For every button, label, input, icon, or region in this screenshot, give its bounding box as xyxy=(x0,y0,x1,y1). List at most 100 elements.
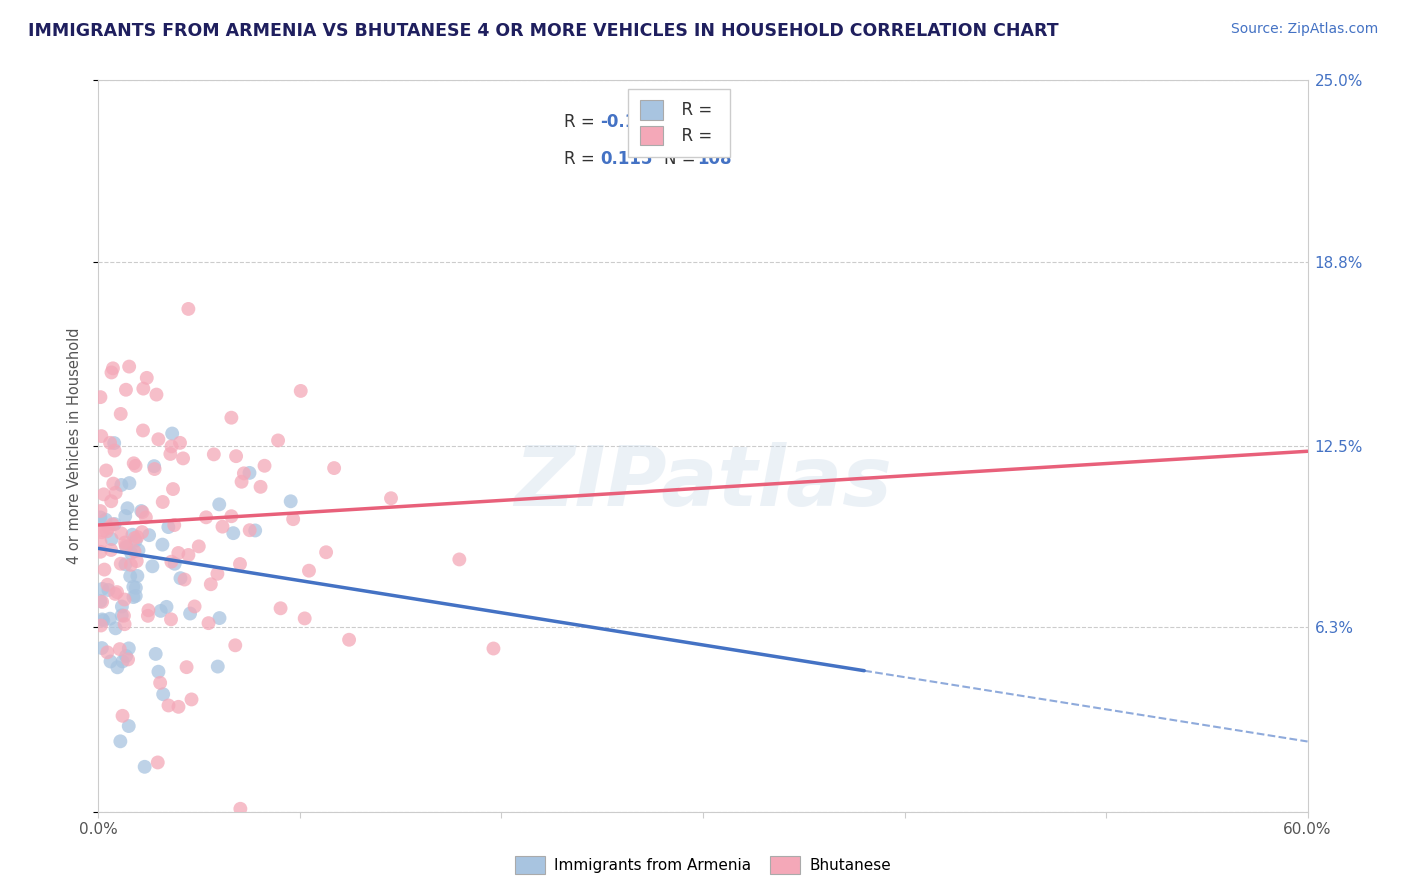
Point xyxy=(114,592,136,607)
Point xyxy=(118,476,141,491)
Point xyxy=(96,645,118,659)
Point xyxy=(160,426,183,441)
Point xyxy=(120,569,142,583)
Point xyxy=(315,545,337,559)
Text: N =: N = xyxy=(664,113,702,131)
Point xyxy=(103,476,125,491)
Text: R =: R = xyxy=(564,113,600,131)
Point xyxy=(176,660,198,674)
Point xyxy=(138,528,160,542)
Point xyxy=(167,546,190,560)
Point xyxy=(127,530,149,544)
Point xyxy=(124,458,146,473)
Point xyxy=(152,495,174,509)
Point xyxy=(160,612,183,626)
Point xyxy=(125,581,148,595)
Point xyxy=(143,462,166,476)
Point xyxy=(155,599,177,614)
Point xyxy=(323,461,346,475)
Point xyxy=(118,359,141,374)
Point xyxy=(187,540,209,554)
Point xyxy=(104,516,127,531)
Point xyxy=(114,617,136,632)
Point xyxy=(108,642,131,657)
Point xyxy=(143,459,166,474)
Point xyxy=(90,618,112,632)
Point xyxy=(110,734,132,748)
Point xyxy=(122,580,145,594)
Point xyxy=(221,509,243,524)
Point xyxy=(163,518,186,533)
Point xyxy=(207,659,229,673)
Text: ZIPatlas: ZIPatlas xyxy=(515,442,891,523)
Point xyxy=(294,611,316,625)
Point xyxy=(100,366,122,380)
Point xyxy=(115,383,138,397)
Point xyxy=(111,599,134,614)
Point xyxy=(239,523,262,537)
Point xyxy=(100,543,122,558)
Point xyxy=(120,558,142,572)
Point xyxy=(127,569,149,583)
Point xyxy=(110,407,132,421)
Point xyxy=(104,485,127,500)
Point xyxy=(283,512,305,526)
Point xyxy=(160,439,183,453)
Point xyxy=(145,387,167,401)
Point xyxy=(114,558,136,572)
Point xyxy=(131,505,153,519)
Point xyxy=(149,604,172,618)
Point xyxy=(195,510,218,524)
Point xyxy=(267,434,290,448)
Point xyxy=(180,692,202,706)
Point xyxy=(112,608,135,623)
Point xyxy=(105,585,128,599)
Point xyxy=(120,546,142,560)
Point xyxy=(222,526,245,541)
Point xyxy=(122,456,145,470)
Point xyxy=(90,429,112,443)
Point xyxy=(98,612,121,626)
Point xyxy=(449,552,471,566)
Point xyxy=(101,517,124,532)
Point xyxy=(115,540,138,554)
Point xyxy=(93,563,115,577)
Point xyxy=(148,432,170,446)
Point xyxy=(96,463,118,477)
Point xyxy=(89,535,111,549)
Point xyxy=(111,654,134,668)
Point xyxy=(169,571,191,585)
Point xyxy=(243,524,266,538)
Point xyxy=(167,699,190,714)
Point xyxy=(207,566,229,581)
Point xyxy=(229,802,252,816)
Point xyxy=(208,497,231,511)
Legend: Immigrants from Armenia, Bhutanese: Immigrants from Armenia, Bhutanese xyxy=(509,850,897,880)
Point xyxy=(138,603,160,617)
Point xyxy=(135,371,157,385)
Point xyxy=(202,447,225,461)
Point xyxy=(224,638,246,652)
Point xyxy=(152,687,174,701)
Point xyxy=(89,545,111,559)
Point xyxy=(118,641,141,656)
Point xyxy=(121,527,143,541)
Point xyxy=(89,594,111,608)
Point xyxy=(179,607,201,621)
Point xyxy=(132,382,155,396)
Point xyxy=(159,447,181,461)
Point xyxy=(100,532,122,546)
Text: 61: 61 xyxy=(697,113,720,131)
Point xyxy=(136,608,159,623)
Point xyxy=(152,538,174,552)
Point xyxy=(183,599,205,614)
Point xyxy=(114,535,136,549)
Point xyxy=(118,719,141,733)
Point xyxy=(229,557,252,571)
Point xyxy=(280,494,302,508)
Point xyxy=(157,520,180,534)
Point xyxy=(117,501,139,516)
Point xyxy=(117,652,139,666)
Point xyxy=(96,524,118,539)
Point xyxy=(127,543,149,558)
